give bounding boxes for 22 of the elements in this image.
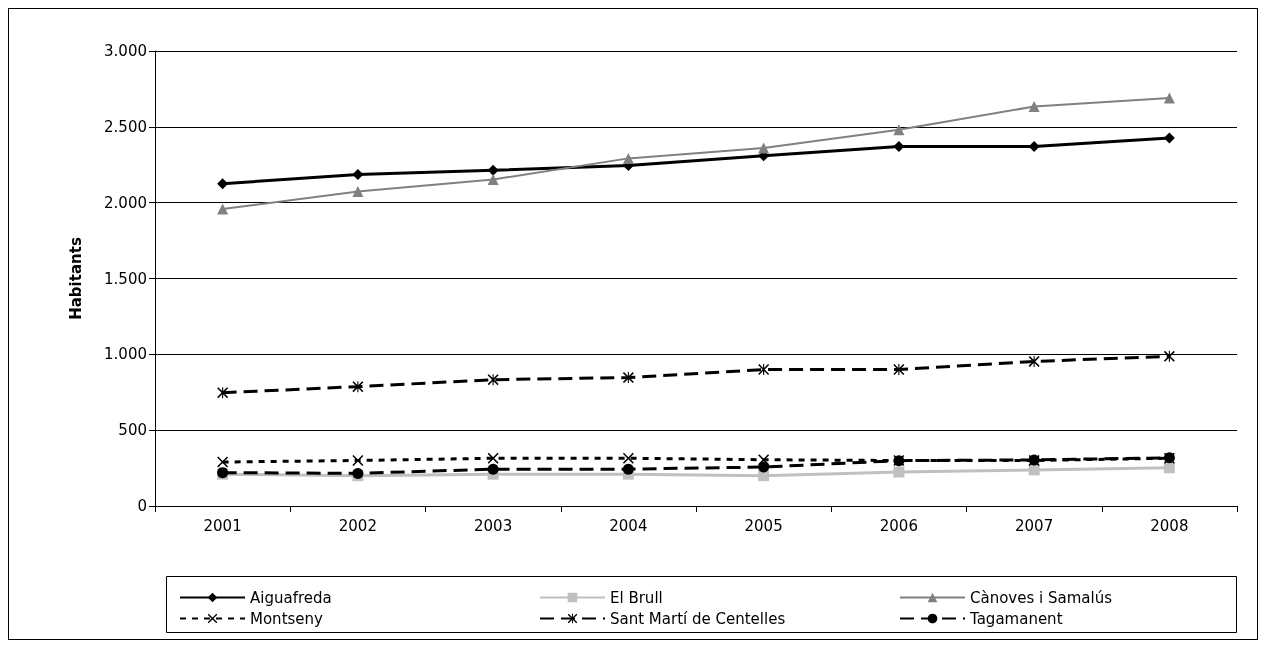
x-tick-label: 2003 [474,516,513,535]
y-tick-label: 2.500 [104,117,147,136]
x-tick-label: 2006 [879,516,918,535]
legend-label: Tagamanent [969,609,1063,628]
y-tick-label: 500 [118,421,147,440]
y-tick-label: 3.000 [104,42,147,60]
legend-label: Cànoves i Samalús [970,588,1113,607]
y-tick-label: 2.000 [104,193,147,212]
x-tick-label: 2007 [1015,516,1054,535]
y-tick-label: 0 [137,497,147,515]
legend-label: Aiguafreda [250,588,332,607]
legend-label: Sant Martí de Centelles [610,609,786,628]
y-axis-title: Habitants [66,237,85,320]
x-tick-label: 2001 [203,516,242,535]
y-tick-label: 1.500 [104,269,147,288]
x-tick-label: 2008 [1150,516,1189,535]
y-tick-label: 1.000 [104,345,147,364]
x-tick-label: 2005 [744,516,783,535]
x-tick-label: 2004 [609,516,648,535]
x-tick-label: 2002 [338,516,377,535]
legend-label: El Brull [610,588,663,607]
legend-label: Montseny [250,609,324,628]
